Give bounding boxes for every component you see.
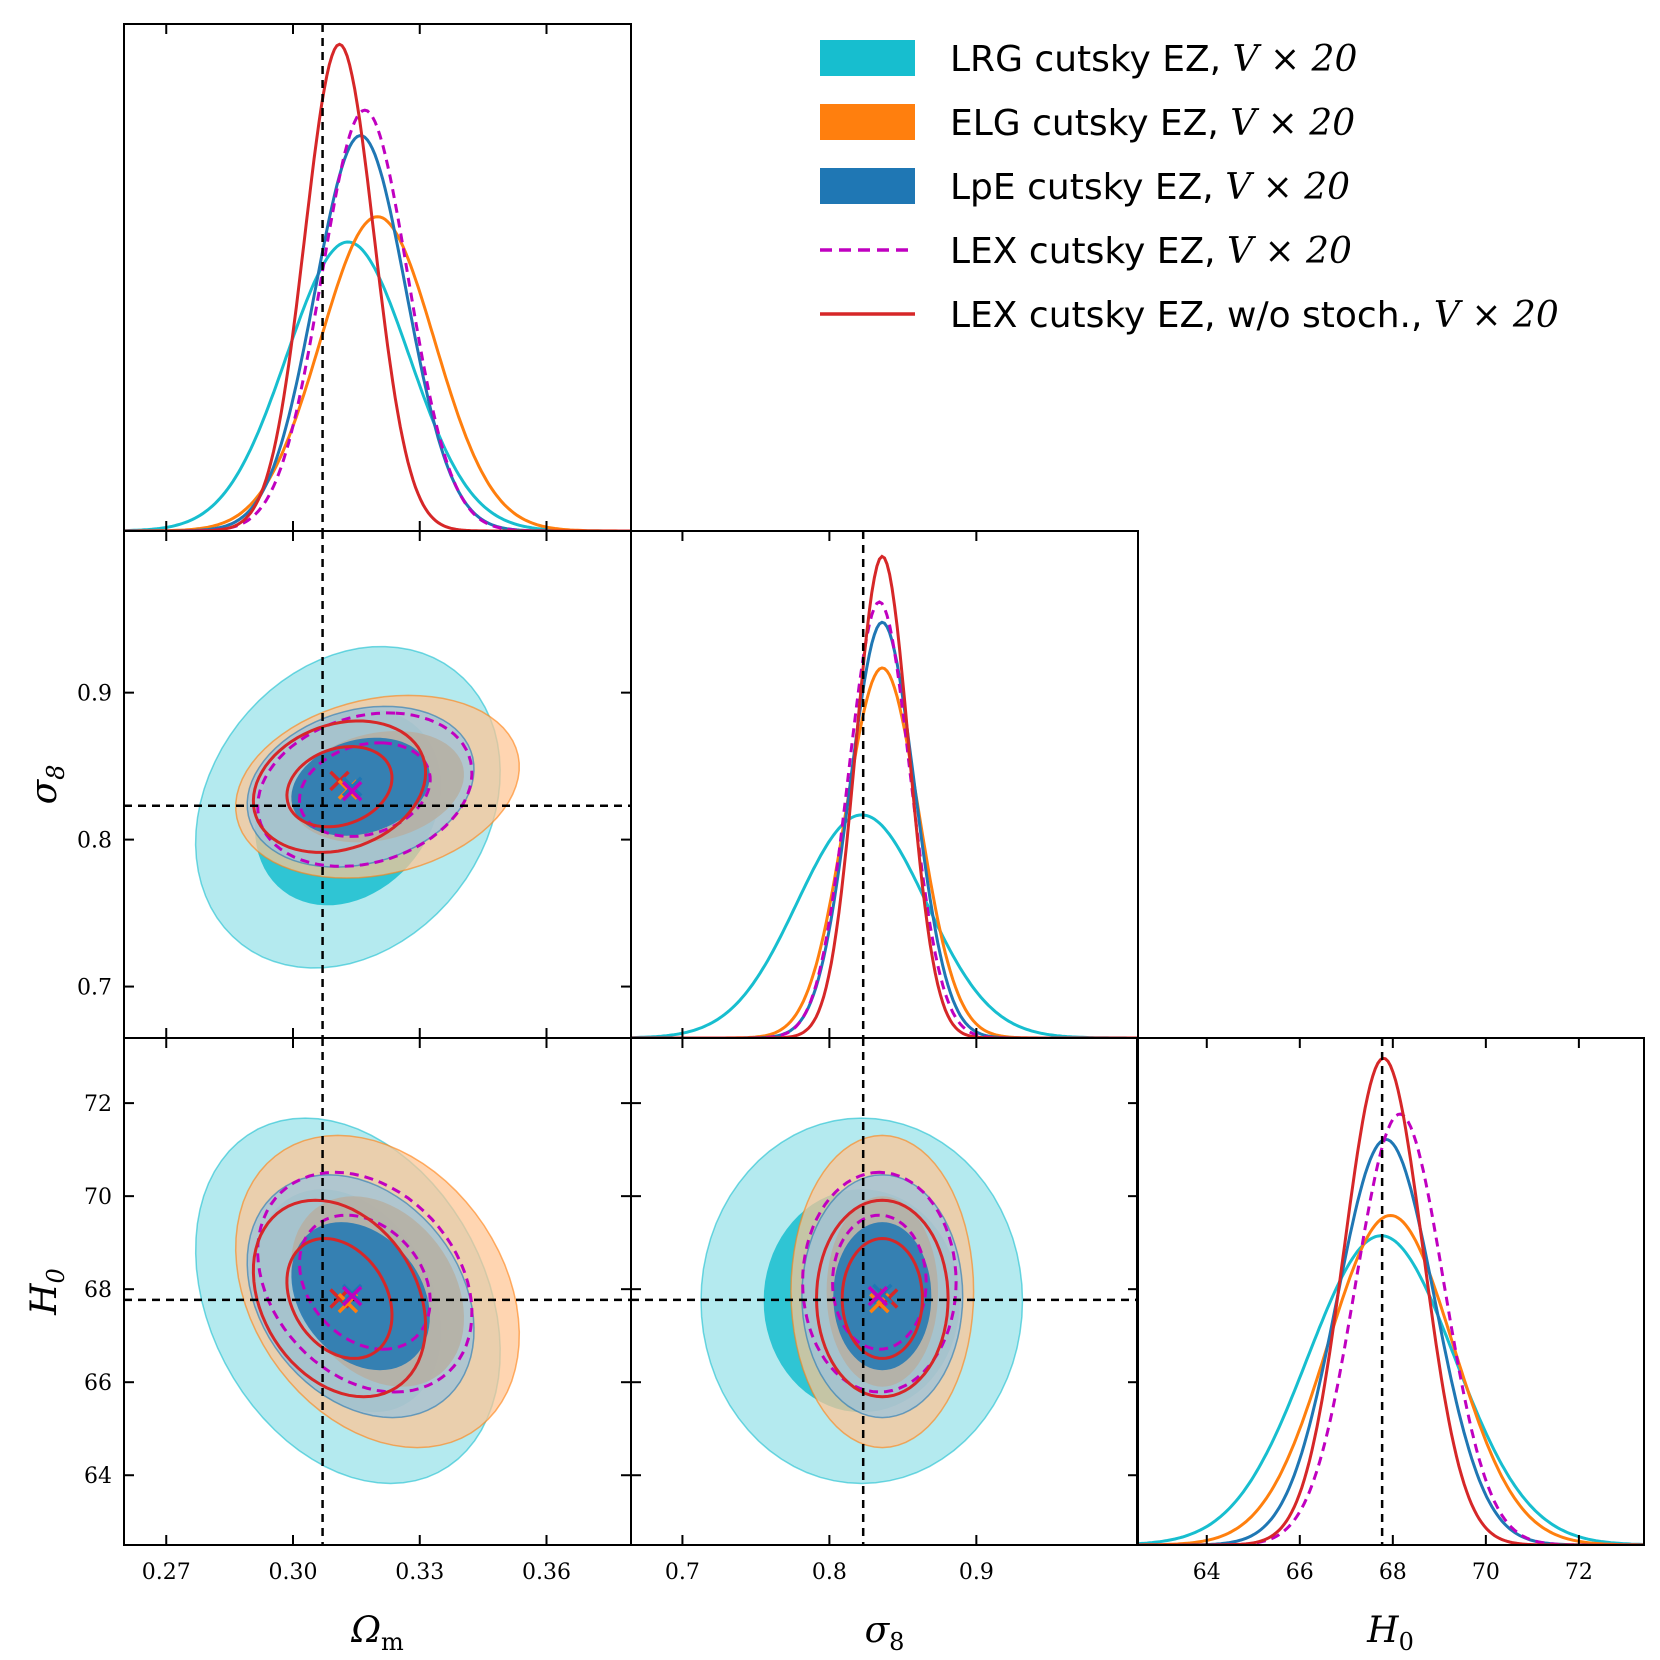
panel-frame xyxy=(123,23,632,532)
bestfit-marker-3 xyxy=(341,780,363,802)
x-tick-label: 0.27 xyxy=(142,1560,191,1585)
contour-line-4-0 xyxy=(285,745,394,829)
x-tick-label: 0.30 xyxy=(269,1560,318,1585)
marginal-curve-4 xyxy=(631,554,1138,1038)
legend-label: LRG cutsky EZ, V × 20 xyxy=(950,39,1357,80)
x-axis-label-s8: σ8 xyxy=(865,1610,905,1656)
contour-line-3-0 xyxy=(297,741,432,838)
legend-label: LpE cutsky EZ, V × 20 xyxy=(950,167,1350,208)
legend-item: LpE cutsky EZ, V × 20 xyxy=(820,167,1350,208)
legend-item: LRG cutsky EZ, V × 20 xyxy=(820,39,1357,80)
marginal-curve-3 xyxy=(1137,1112,1644,1545)
legend-swatch xyxy=(820,40,915,76)
contour-68-2 xyxy=(291,1222,430,1371)
x-tick-label: 0.33 xyxy=(395,1560,444,1585)
x-tick-label: 0.7 xyxy=(665,1560,700,1585)
y-axis-label-subscript: 0 xyxy=(42,1268,70,1283)
bestfit-marker-3 xyxy=(867,1285,889,1307)
contour-line-3-0 xyxy=(297,1213,432,1351)
panel-frame xyxy=(1136,1037,1645,1546)
marginal-curve-0 xyxy=(631,813,1138,1038)
x-tick-label: 64 xyxy=(1193,1560,1221,1585)
x-tick-label: 0.9 xyxy=(959,1560,994,1585)
legend-label-math: V × 20 xyxy=(1227,231,1352,272)
y-axis-label-subscript: 8 xyxy=(42,765,70,780)
legend-label-math: V × 20 xyxy=(1233,39,1358,80)
marginal-curve-1 xyxy=(631,666,1138,1038)
contour-panel-s8-Om xyxy=(124,531,631,1038)
contour-line-3-1 xyxy=(801,1170,958,1394)
legend-label-math: V × 20 xyxy=(1230,103,1355,144)
legend-item: ELG cutsky EZ, V × 20 xyxy=(820,103,1355,144)
x-tick-label: 0.36 xyxy=(522,1560,571,1585)
bestfit-marker-2 xyxy=(341,776,363,797)
contour-line-3-1 xyxy=(256,711,474,868)
legend-label-math: V × 20 xyxy=(1225,167,1350,208)
y-tick-label: 68 xyxy=(84,1278,112,1303)
marginal-curve-2 xyxy=(124,134,631,531)
x-tick-label: 70 xyxy=(1472,1560,1500,1585)
legend-label-math: V × 20 xyxy=(1434,295,1559,336)
y-tick-label: 72 xyxy=(84,1092,112,1117)
panel-frame xyxy=(630,530,1139,1039)
y-tick-label: 0.9 xyxy=(77,682,112,707)
bestfit-marker-3 xyxy=(341,1285,363,1307)
legend-label: LEX cutsky EZ, V × 20 xyxy=(950,231,1352,272)
y-axis-label-H0: H0 xyxy=(24,1268,70,1316)
contour-68-2 xyxy=(291,737,430,836)
contour-line-3-0 xyxy=(831,1213,928,1351)
marginal-curve-4 xyxy=(1137,1056,1644,1545)
contour-line-4-1 xyxy=(814,1198,950,1399)
x-axis-label-subscript: 8 xyxy=(889,1628,904,1656)
x-tick-label: 68 xyxy=(1379,1560,1407,1585)
marginal-curve-4 xyxy=(124,42,631,531)
contour-line-4-1 xyxy=(251,1198,428,1399)
legend-label: ELG cutsky EZ, V × 20 xyxy=(950,103,1355,144)
marginal-curve-0 xyxy=(1137,1234,1644,1545)
marginal-curve-1 xyxy=(1137,1213,1644,1545)
contour-panel-H0-Om xyxy=(124,1038,631,1545)
legend-swatch xyxy=(820,104,915,140)
legend-swatch xyxy=(820,168,915,204)
marginal-curve-2 xyxy=(631,620,1138,1038)
contour-line-4-1 xyxy=(251,719,428,854)
marginal-curve-3 xyxy=(124,108,631,531)
contour-line-3-1 xyxy=(256,1170,474,1394)
marginal-panel-H0 xyxy=(1137,1038,1644,1545)
y-tick-label: 66 xyxy=(84,1371,112,1396)
contour-line-4-0 xyxy=(285,1236,394,1360)
marginal-curve-0 xyxy=(124,240,631,531)
legend-item: LEX cutsky EZ, V × 20 xyxy=(820,231,1352,272)
y-tick-label: 70 xyxy=(84,1185,112,1210)
x-axis-label-H0: H0 xyxy=(1366,1610,1414,1656)
marginal-panel-s8 xyxy=(631,531,1138,1038)
marginal-panel-Om xyxy=(124,24,631,531)
x-tick-label: 66 xyxy=(1286,1560,1314,1585)
x-axis-label-Om: Ωm xyxy=(350,1610,404,1656)
x-axis-label-subscript: 0 xyxy=(1399,1628,1414,1656)
legend-item: LEX cutsky EZ, w/o stoch., V × 20 xyxy=(820,295,1559,336)
legend: LRG cutsky EZ, V × 20 ELG cutsky EZ, V × … xyxy=(820,39,1559,336)
contour-line-4-0 xyxy=(840,1236,924,1360)
y-tick-label: 64 xyxy=(84,1464,112,1489)
y-axis-label-s8: σ8 xyxy=(24,765,70,805)
contour-panel-H0-s8 xyxy=(631,1038,1138,1545)
legend-label: LEX cutsky EZ, w/o stoch., V × 20 xyxy=(950,295,1559,336)
y-tick-label: 0.7 xyxy=(77,976,112,1001)
y-tick-label: 0.8 xyxy=(77,829,112,854)
x-axis-label-subscript: m xyxy=(381,1628,404,1656)
x-tick-label: 72 xyxy=(1565,1560,1593,1585)
x-tick-label: 0.8 xyxy=(812,1560,847,1585)
marginal-curve-2 xyxy=(1137,1137,1644,1545)
